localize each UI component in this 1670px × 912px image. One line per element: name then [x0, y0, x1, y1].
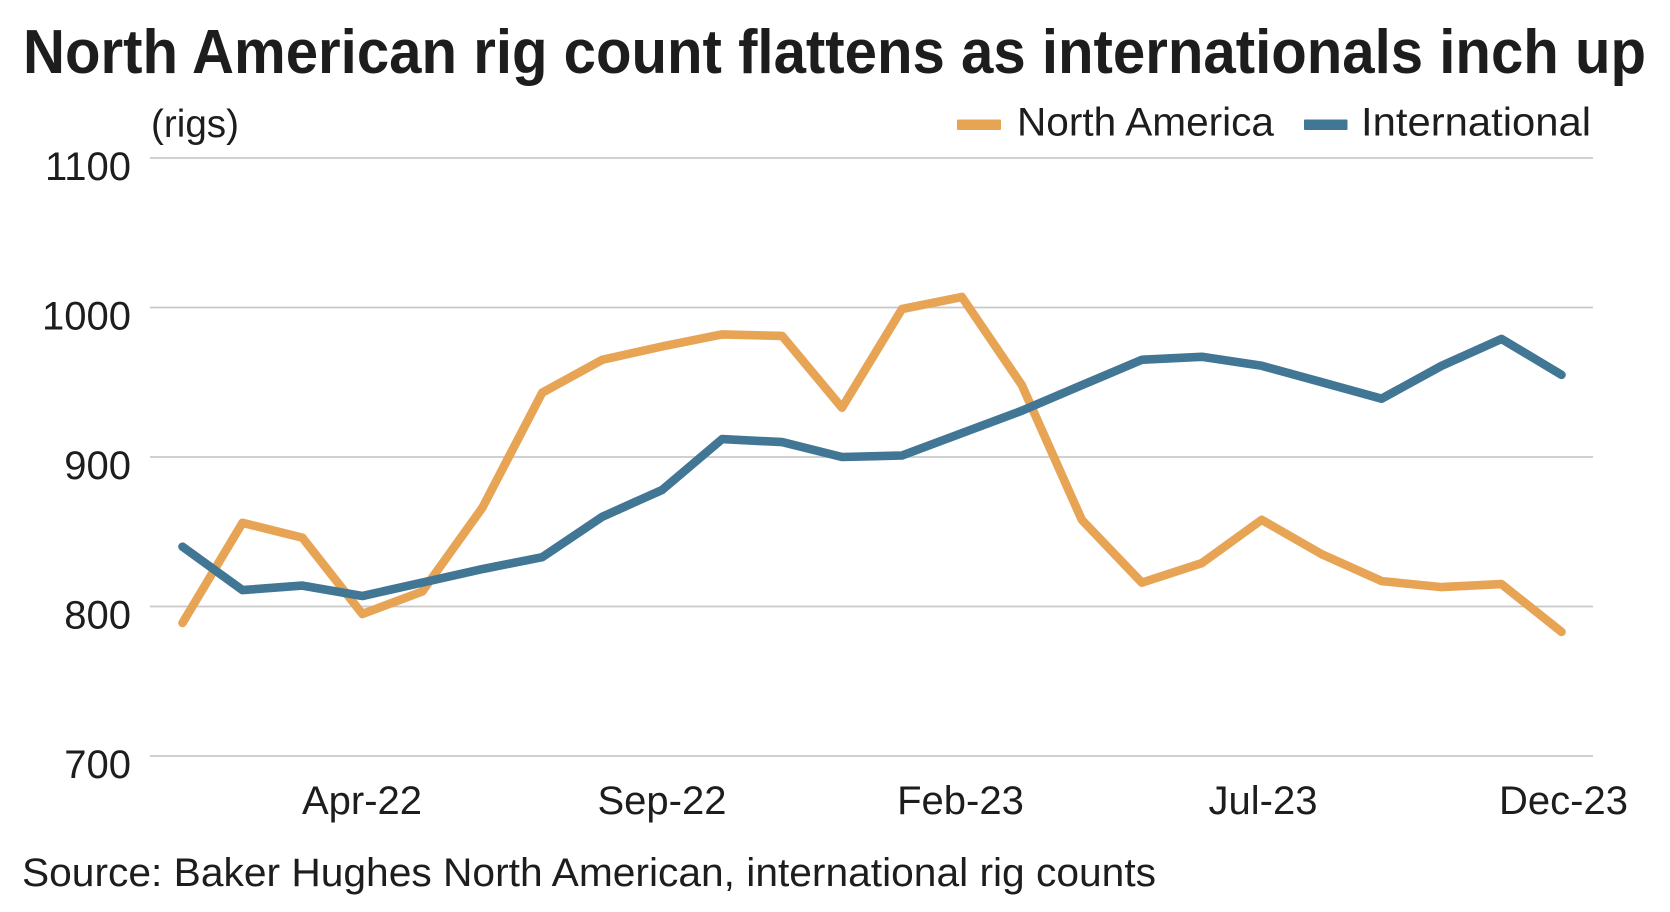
svg-text:1100: 1100	[45, 145, 131, 189]
svg-text:900: 900	[64, 444, 131, 488]
svg-text:700: 700	[64, 743, 131, 787]
svg-text:International: International	[1361, 101, 1591, 145]
svg-text:Apr-22: Apr-22	[302, 779, 422, 823]
svg-text:Sep-22: Sep-22	[598, 779, 727, 823]
svg-text:Feb-23: Feb-23	[897, 779, 1024, 823]
svg-text:Source: Baker Hughes North Ame: Source: Baker Hughes North American, int…	[22, 851, 1156, 895]
svg-text:Jul-23: Jul-23	[1209, 779, 1318, 823]
svg-text:800: 800	[64, 594, 131, 638]
svg-text:Dec-23: Dec-23	[1499, 779, 1628, 823]
svg-text:North American rig count flatt: North American rig count flattens as int…	[23, 18, 1646, 87]
svg-text:1000: 1000	[42, 295, 131, 339]
svg-text:North America: North America	[1017, 101, 1275, 145]
svg-text:(rigs): (rigs)	[151, 103, 239, 146]
